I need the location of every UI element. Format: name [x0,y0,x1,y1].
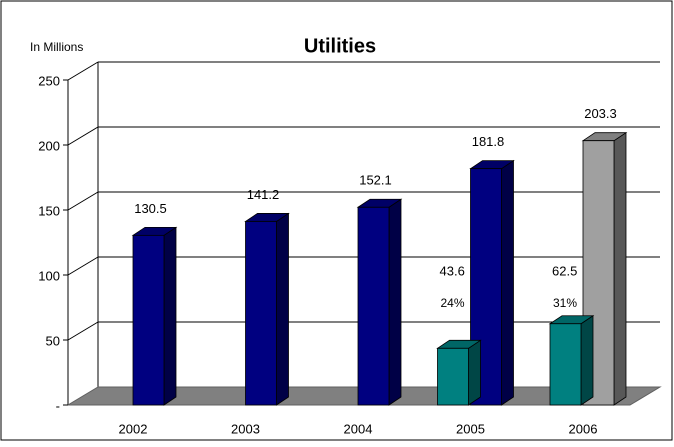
grid-line-diagonal [67,321,99,341]
y-tick-label: - [56,398,60,413]
grid-line-diagonal [67,61,99,81]
x-tick-label: 2006 [569,421,598,436]
y-tick-label: 250 [38,73,60,88]
value-label: 62.5 [552,263,577,278]
chart-title: Utilities [304,35,376,57]
value-label: 152.1 [359,173,392,188]
bar [132,234,165,406]
grid-line-diagonal [67,256,99,276]
bar-side [501,159,514,406]
x-tick-label: 2004 [344,421,373,436]
bar [245,221,277,406]
value-label: 141.2 [247,187,280,202]
x-tick-label: 2005 [456,421,485,436]
y-tick-label: 150 [38,203,60,218]
bar-side [613,131,627,406]
x-tick-label: 2002 [119,421,148,436]
bar-side [468,339,481,406]
value-label: 203.3 [584,106,617,121]
bar [357,206,390,406]
grid-line-diagonal [67,191,99,211]
value-label: 181.8 [472,134,505,149]
y-tick-label: 200 [38,138,60,153]
bar-side [276,212,289,406]
y-tick-label: 100 [38,268,60,283]
bar [549,323,582,406]
y-axis-label: In Millions [30,40,83,54]
grid-line-diagonal [67,126,99,146]
y-tick-label: 50 [46,333,60,348]
bar [437,347,469,406]
x-tick-label: 2003 [231,421,260,436]
bar-side [163,226,177,406]
percent-label: 24% [440,296,464,310]
bar-side [388,198,402,406]
percent-label: 31% [553,296,577,310]
bar-side [580,315,594,406]
value-label: 43.6 [440,263,465,278]
value-label: 130.5 [134,201,167,216]
